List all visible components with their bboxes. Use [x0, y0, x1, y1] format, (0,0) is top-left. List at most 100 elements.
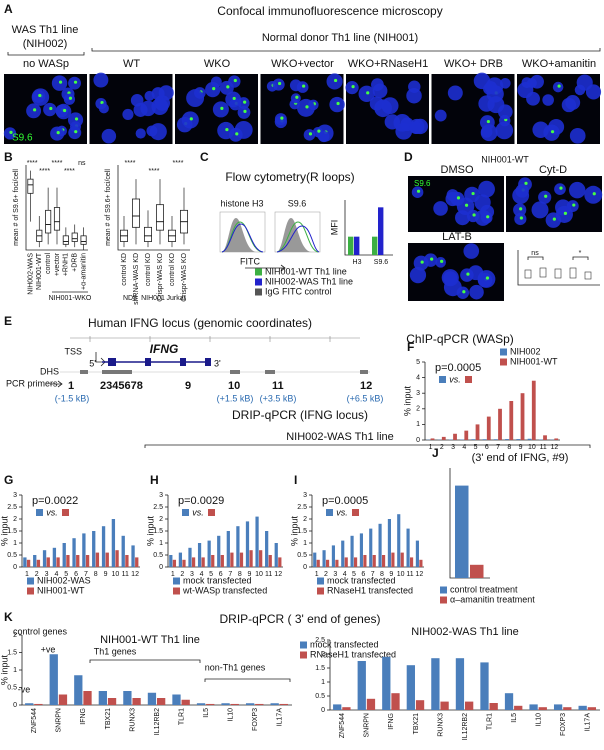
- bar: [471, 439, 476, 440]
- group-label: ND8: [123, 295, 137, 302]
- foci: [464, 203, 469, 207]
- foci: [572, 203, 576, 207]
- chart-title: (3' end of IFNG, #9): [472, 452, 569, 464]
- bar: [191, 557, 196, 567]
- bar: [406, 528, 410, 567]
- y-axis-label: MFI: [329, 220, 339, 236]
- cell: [140, 100, 156, 117]
- bar: [441, 436, 446, 440]
- x-tick-label: IL5: [203, 708, 210, 718]
- x-tick-label: RUNX3: [437, 713, 444, 737]
- x-tick-label: 7: [371, 571, 375, 578]
- strand-label: 3': [214, 358, 221, 368]
- foci: [550, 130, 555, 134]
- cell: [409, 121, 423, 135]
- condition-label: WKO+vector: [271, 58, 334, 70]
- legend-swatch: [440, 586, 447, 594]
- bar: [341, 540, 345, 567]
- bar: [230, 552, 234, 567]
- vs-swatch: [36, 509, 43, 516]
- bar: [464, 430, 469, 440]
- condition-label: LAT-B: [442, 231, 472, 243]
- primer: 12: [360, 380, 372, 392]
- foci: [233, 78, 237, 83]
- x-tick-label: IL17A: [277, 708, 284, 727]
- y-tick-label: 0: [416, 437, 420, 444]
- bar: [274, 543, 278, 567]
- x-tick-label: NIH002-WAS: [27, 253, 34, 295]
- bar: [157, 698, 166, 705]
- x-tick-label: +DRB: [72, 253, 79, 272]
- cell: [149, 123, 167, 141]
- foci: [524, 181, 528, 185]
- y-tick-label: 1: [303, 540, 307, 547]
- bar: [220, 555, 224, 567]
- box: [27, 178, 34, 194]
- x-tick-label: 11: [539, 444, 546, 451]
- y-tick-label: 3: [303, 492, 307, 499]
- bar: [453, 433, 457, 440]
- foci: [212, 87, 216, 91]
- foci: [317, 129, 321, 133]
- panel-label: H: [150, 473, 159, 487]
- x-tick-label: 6: [485, 444, 489, 451]
- x-tick-label: Crispr-WAS KO: [157, 252, 164, 301]
- foci: [225, 127, 229, 132]
- x-tick-label: 2: [324, 571, 328, 578]
- vs-swatch: [352, 509, 359, 516]
- x-tick-label: 10: [397, 571, 405, 578]
- bar: [76, 555, 80, 567]
- legend-swatch: [173, 577, 180, 585]
- cell: [101, 128, 117, 144]
- y-axis-label: mean # of S9.6+ foci/cell: [105, 169, 112, 246]
- bar: [326, 559, 330, 567]
- foci: [33, 108, 37, 112]
- foci: [302, 84, 306, 88]
- axis: [25, 165, 88, 251]
- histograms: [219, 211, 321, 272]
- bar: [587, 707, 597, 710]
- y-tick-label: 2.5: [315, 637, 325, 644]
- bar: [316, 559, 320, 567]
- bar: [455, 658, 465, 710]
- bar: [553, 704, 563, 710]
- y-tick-label: 2.5: [7, 504, 17, 511]
- box: [45, 209, 52, 234]
- bar: [430, 438, 435, 440]
- x-tick-label: TLR1: [178, 708, 185, 725]
- bar: [482, 439, 487, 440]
- significance: ****: [52, 160, 63, 167]
- bar: [520, 393, 525, 440]
- x-tick-label: SNRPN: [56, 708, 63, 733]
- cell: [585, 84, 602, 100]
- offset: (+1.5 kB): [217, 393, 254, 403]
- bar: [563, 707, 572, 710]
- stain-label: S9.6: [414, 179, 431, 188]
- y-tick-label: 0: [303, 564, 307, 571]
- y-tick-label: 2: [303, 516, 307, 523]
- legend-swatch: [255, 268, 262, 276]
- bar: [230, 703, 239, 705]
- foci: [559, 186, 563, 190]
- legend-swatch: [27, 577, 34, 585]
- x-tick-label: +vector: [54, 252, 61, 276]
- x-tick-label: 3: [333, 571, 337, 578]
- foci: [519, 207, 523, 211]
- x-tick-label: IL12RB2: [154, 708, 161, 735]
- legend-swatch: [317, 587, 324, 595]
- bar: [131, 545, 135, 567]
- x-tick-label: 12: [274, 571, 282, 578]
- x-tick-label: IFNG: [80, 708, 87, 725]
- vs-swatch: [439, 376, 446, 383]
- y-tick-label: 1.5: [153, 528, 163, 535]
- bar: [245, 521, 250, 567]
- bar: [431, 658, 440, 710]
- x-tick-label: 6: [74, 571, 78, 578]
- cell: [469, 284, 484, 300]
- cell: [372, 83, 388, 99]
- bar: [527, 438, 532, 440]
- y-tick-label: 3: [416, 390, 420, 397]
- cell: [447, 85, 463, 101]
- x-tick-label: 5: [352, 571, 356, 578]
- bar: [313, 552, 317, 567]
